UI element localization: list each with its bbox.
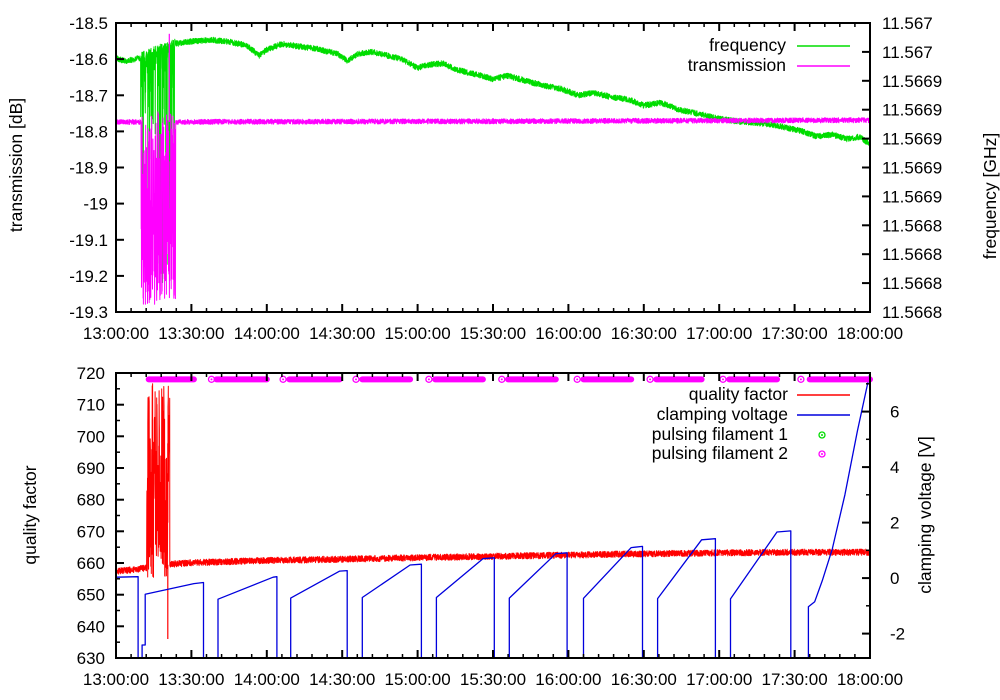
- x-tick-label: 18:00:00: [837, 324, 903, 343]
- y-right-tick-label: 2: [890, 514, 899, 533]
- legend-circle-sample-filament-1: [818, 431, 826, 439]
- pulsing-filament-2-marker: [352, 375, 360, 383]
- y-left-tick-label: 640: [77, 617, 105, 636]
- x-tick-label: 17:00:00: [686, 670, 752, 689]
- y-left-tick-label: 690: [77, 459, 105, 478]
- y-left-tick-label: 680: [77, 491, 105, 510]
- x-tick-label: 14:00:00: [234, 670, 300, 689]
- pulsing-filament-2-marker: [279, 375, 287, 383]
- x-tick-label: 14:30:00: [309, 324, 375, 343]
- y-left-tick-label: -19.3: [69, 303, 108, 322]
- top-legend: frequency transmission: [688, 35, 850, 75]
- x-tick-label: 13:30:00: [158, 324, 224, 343]
- x-tick-label: 16:30:00: [611, 324, 677, 343]
- top-y-right-title: frequency [GHz]: [980, 133, 1000, 259]
- y-right-tick-label: 11.5668: [882, 303, 942, 322]
- bottom-y-right-title: clamping voltage [V]: [915, 436, 935, 594]
- pulsing-filament-2-marker: [498, 375, 506, 383]
- bottom-legend: quality factor clamping voltage pulsing …: [652, 384, 850, 463]
- pulsing-filament-2-marker: [719, 375, 727, 383]
- legend-circle-sample-filament-2: [818, 450, 826, 458]
- y-left-tick-label: 710: [77, 396, 105, 415]
- x-tick-label: 16:00:00: [535, 324, 601, 343]
- transmission-curve: [115, 111, 871, 305]
- y-right-tick-label: 11.5668: [882, 216, 942, 235]
- y-right-tick-label: 11.5669: [882, 101, 942, 120]
- y-left-tick-label: -18.9: [69, 159, 108, 178]
- y-left-tick-label: 660: [77, 554, 105, 573]
- legend-label-transmission: transmission: [688, 55, 786, 75]
- y-right-tick-label: 11.5669: [882, 130, 942, 149]
- y-left-tick-label: -18.6: [69, 50, 108, 69]
- legend-label-pulsing-filament-1: pulsing filament 1: [652, 424, 788, 444]
- top-y-left-title: transmission [dB]: [6, 98, 26, 232]
- y-left-tick-label: 700: [77, 427, 105, 446]
- bottom-panel: 13:00:00 13:30:00 14:00:00 14:30:00 15:00:00…: [77, 364, 906, 689]
- x-tick-label: 17:30:00: [762, 670, 828, 689]
- x-tick-label: 16:00:00: [535, 670, 601, 689]
- y-left-tick-label: -18.5: [69, 14, 108, 33]
- y-right-tick-label: 11.5669: [882, 72, 942, 91]
- pulsing-filament-2-marker: [646, 375, 654, 383]
- legend-label-frequency: frequency: [709, 35, 786, 55]
- y-left-tick-label: -19.1: [69, 231, 108, 250]
- y-left-tick-label: -18.7: [69, 86, 108, 105]
- y-right-tick-label: 4: [890, 458, 899, 477]
- y-right-tick-label: 0: [890, 569, 899, 588]
- y-right-tick-label: 11.567: [882, 43, 933, 62]
- pulsing-filament-2-marker: [797, 375, 805, 383]
- x-tick-label: 14:00:00: [234, 324, 300, 343]
- x-tick-label: 15:30:00: [460, 670, 526, 689]
- quality-factor-curve: [115, 383, 871, 578]
- pulsing-filament-2-marker: [207, 375, 216, 383]
- x-tick-label: 18:00:00: [837, 670, 903, 689]
- x-tick-label: 15:00:00: [385, 324, 451, 343]
- x-tick-label: 15:00:00: [385, 670, 451, 689]
- x-tick-label: 17:30:00: [762, 324, 828, 343]
- y-right-tick-label: 6: [890, 403, 899, 422]
- y-left-tick-label: 720: [77, 364, 105, 383]
- y-left-tick-label: -19: [83, 195, 108, 214]
- y-left-tick-label: 630: [77, 649, 105, 668]
- bottom-y-left-title: quality factor: [20, 465, 40, 564]
- y-right-tick-label: 11.5669: [882, 187, 942, 206]
- pulsing-filament-2-marker: [425, 375, 433, 383]
- x-tick-label: 14:30:00: [309, 670, 375, 689]
- top-panel: 13:00:00 13:30:00 14:00:00 14:30:00 15:00:00…: [69, 14, 942, 343]
- y-left-tick-label: -19.2: [69, 267, 108, 286]
- legend-label-quality-factor: quality factor: [689, 384, 788, 404]
- y-left-tick-label: 670: [77, 522, 105, 541]
- x-tick-label: 13:00:00: [83, 324, 149, 343]
- y-right-tick-label: 11.5669: [882, 159, 942, 178]
- x-tick-label: 15:30:00: [460, 324, 526, 343]
- x-tick-label: 13:30:00: [158, 670, 224, 689]
- legend-label-clamping-voltage: clamping voltage: [657, 404, 788, 424]
- y-right-tick-label: 11.567: [882, 14, 933, 33]
- x-tick-label: 16:30:00: [611, 670, 677, 689]
- y-right-tick-label: -2: [890, 625, 905, 644]
- y-left-tick-label: 650: [77, 586, 105, 605]
- y-right-tick-label: 11.5668: [882, 245, 942, 264]
- x-tick-label: 17:00:00: [686, 324, 752, 343]
- legend-label-pulsing-filament-2: pulsing filament 2: [652, 443, 788, 463]
- y-right-tick-label: 11.5668: [882, 274, 942, 293]
- x-tick-label: 13:00:00: [83, 670, 149, 689]
- y-left-tick-label: -18.8: [69, 122, 108, 141]
- pulsing-filament-2-marker: [573, 375, 581, 383]
